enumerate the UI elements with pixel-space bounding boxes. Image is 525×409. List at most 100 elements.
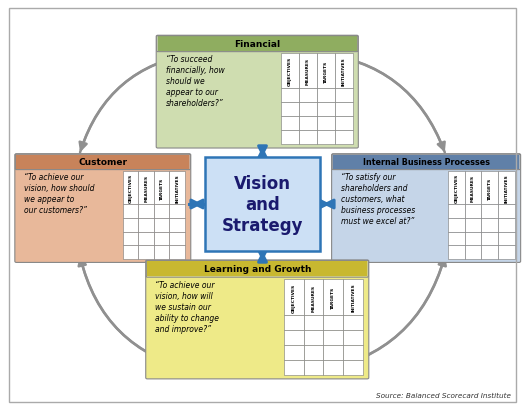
Bar [170,232,185,245]
Text: “To satisfy our
shareholders and
customers, what
business processes
must we exce: “To satisfy our shareholders and custome… [341,173,415,226]
Text: INITIATIVES: INITIATIVES [342,57,345,86]
Bar [303,360,323,375]
Bar [170,218,185,232]
Bar [123,245,139,259]
Bar [139,232,154,245]
Bar [139,245,154,259]
Bar [299,103,317,117]
Bar [448,205,465,218]
Text: Customer: Customer [78,158,127,167]
Bar [317,131,334,145]
Bar [170,172,185,205]
Text: INITIATIVES: INITIATIVES [351,283,355,312]
Text: TARGETS: TARGETS [331,286,335,308]
FancyArrowPatch shape [318,259,446,371]
Bar [299,54,317,89]
Bar [323,316,343,330]
Text: INITIATIVES: INITIATIVES [175,174,179,203]
Bar [139,218,154,232]
Bar [281,117,299,131]
Text: “To achieve our
vision, how should
we appear to
our customers?”: “To achieve our vision, how should we ap… [24,173,94,215]
Bar [303,316,323,330]
Bar [284,360,303,375]
Bar [334,131,353,145]
Bar [154,232,170,245]
Bar [333,155,519,169]
Bar [343,330,363,346]
Text: Learning and Growth: Learning and Growth [204,265,311,274]
Bar [323,346,343,360]
Text: Financial: Financial [234,40,280,49]
Bar [299,89,317,103]
FancyArrowPatch shape [79,259,197,371]
Text: Internal Business Processes: Internal Business Processes [363,158,490,167]
Bar [281,131,299,145]
Bar [317,117,334,131]
Bar [16,155,189,169]
Bar [284,346,303,360]
Bar [323,360,343,375]
Bar [465,245,481,259]
Bar [465,232,481,245]
Bar [481,218,498,232]
Bar [323,279,343,316]
Bar [465,218,481,232]
Bar [343,279,363,316]
Text: INITIATIVES: INITIATIVES [505,174,509,203]
Bar [284,316,303,330]
Bar [303,279,323,316]
Text: OBJECTIVES: OBJECTIVES [129,174,133,203]
Bar [481,232,498,245]
FancyBboxPatch shape [146,261,369,379]
Text: “To achieve our
vision, how will
we sustain our
ability to change
and improve?”: “To achieve our vision, how will we sust… [155,280,219,333]
Text: TARGETS: TARGETS [488,177,492,200]
Bar [158,37,357,52]
Bar [343,346,363,360]
Bar [334,117,353,131]
Bar [323,330,343,346]
FancyArrowPatch shape [320,256,445,373]
FancyArrowPatch shape [80,52,194,153]
Bar [334,89,353,103]
Text: MEASURES: MEASURES [306,58,310,85]
Bar [123,218,139,232]
Bar [281,103,299,117]
Bar [343,316,363,330]
FancyArrowPatch shape [80,256,194,372]
Text: MEASURES: MEASURES [311,284,316,311]
Bar [170,245,185,259]
Bar [448,245,465,259]
FancyArrowPatch shape [80,54,197,150]
Bar [317,103,334,117]
Bar [299,117,317,131]
Bar [154,218,170,232]
Bar [481,245,498,259]
Bar [498,232,515,245]
Bar [303,346,323,360]
FancyBboxPatch shape [15,154,191,263]
Bar [343,360,363,375]
Bar [154,205,170,218]
FancyBboxPatch shape [205,157,320,252]
Bar [465,205,481,218]
Text: TARGETS: TARGETS [324,60,328,83]
Bar [448,218,465,232]
Text: “To succeed
financially, how
should we
appear to our
shareholders?”: “To succeed financially, how should we a… [165,55,224,108]
Bar [284,330,303,346]
Bar [465,172,481,205]
Bar [498,245,515,259]
Bar [498,218,515,232]
FancyArrowPatch shape [315,54,445,151]
Bar [170,205,185,218]
Text: TARGETS: TARGETS [160,177,164,200]
Bar [317,89,334,103]
Bar [123,172,139,205]
FancyBboxPatch shape [332,154,521,263]
Bar [154,245,170,259]
Bar [284,279,303,316]
Bar [139,172,154,205]
FancyBboxPatch shape [156,36,359,148]
FancyArrowPatch shape [318,51,445,153]
Bar [334,54,353,89]
Bar [334,103,353,117]
